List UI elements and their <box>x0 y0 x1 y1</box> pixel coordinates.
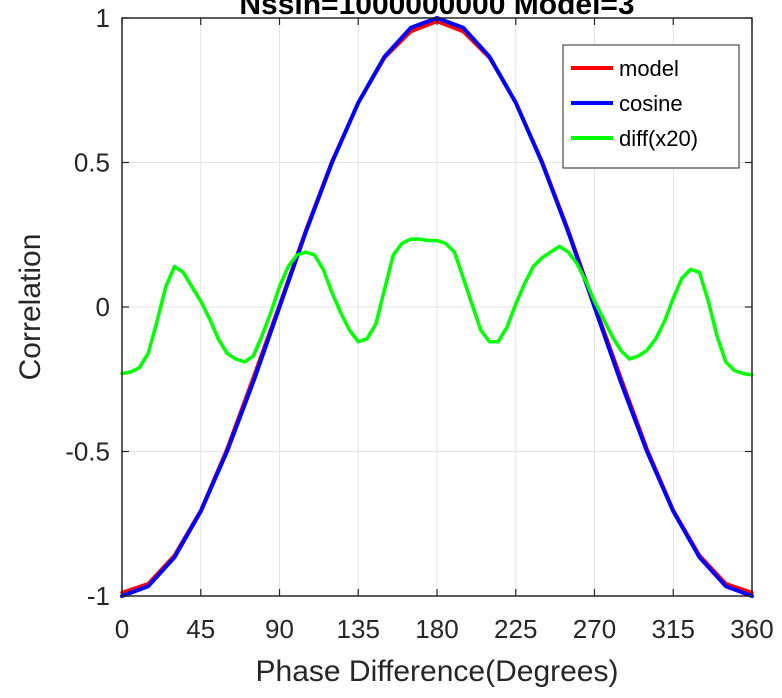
y-tick-label: -0.5 <box>65 437 110 467</box>
legend-entry-label: model <box>619 56 679 81</box>
legend: model cosine diff(x20) <box>562 44 740 169</box>
x-tick-label: 315 <box>652 614 695 644</box>
y-tick-label: -1 <box>87 581 110 611</box>
y-tick-label: 0.5 <box>74 148 110 178</box>
legend-box <box>562 44 740 169</box>
x-tick-label: 135 <box>337 614 380 644</box>
y-tick-labels: -1 -0.5 0 0.5 1 <box>65 3 110 611</box>
x-tick-label: 360 <box>730 614 773 644</box>
chart-title: Nssin=1000000000 Model=3 <box>239 0 634 21</box>
x-axis-label: Phase Difference(Degrees) <box>256 655 619 688</box>
y-tick-label: 0 <box>96 292 110 322</box>
y-axis-label: Correlation <box>14 234 47 381</box>
series-line-2 <box>120 237 754 377</box>
x-tick-label: 0 <box>115 614 129 644</box>
x-tick-labels: 0 45 90 135 180 225 270 315 360 <box>115 614 774 644</box>
y-tick-label: 1 <box>96 3 110 33</box>
x-tick-label: 225 <box>494 614 537 644</box>
x-tick-label: 45 <box>186 614 215 644</box>
x-tick-label: 270 <box>573 614 616 644</box>
x-tick-label: 90 <box>265 614 294 644</box>
legend-entry-label: diff(x20) <box>619 126 698 151</box>
x-tick-label: 180 <box>415 614 458 644</box>
tick-marks <box>121 17 753 597</box>
legend-entry-label: cosine <box>619 91 683 116</box>
